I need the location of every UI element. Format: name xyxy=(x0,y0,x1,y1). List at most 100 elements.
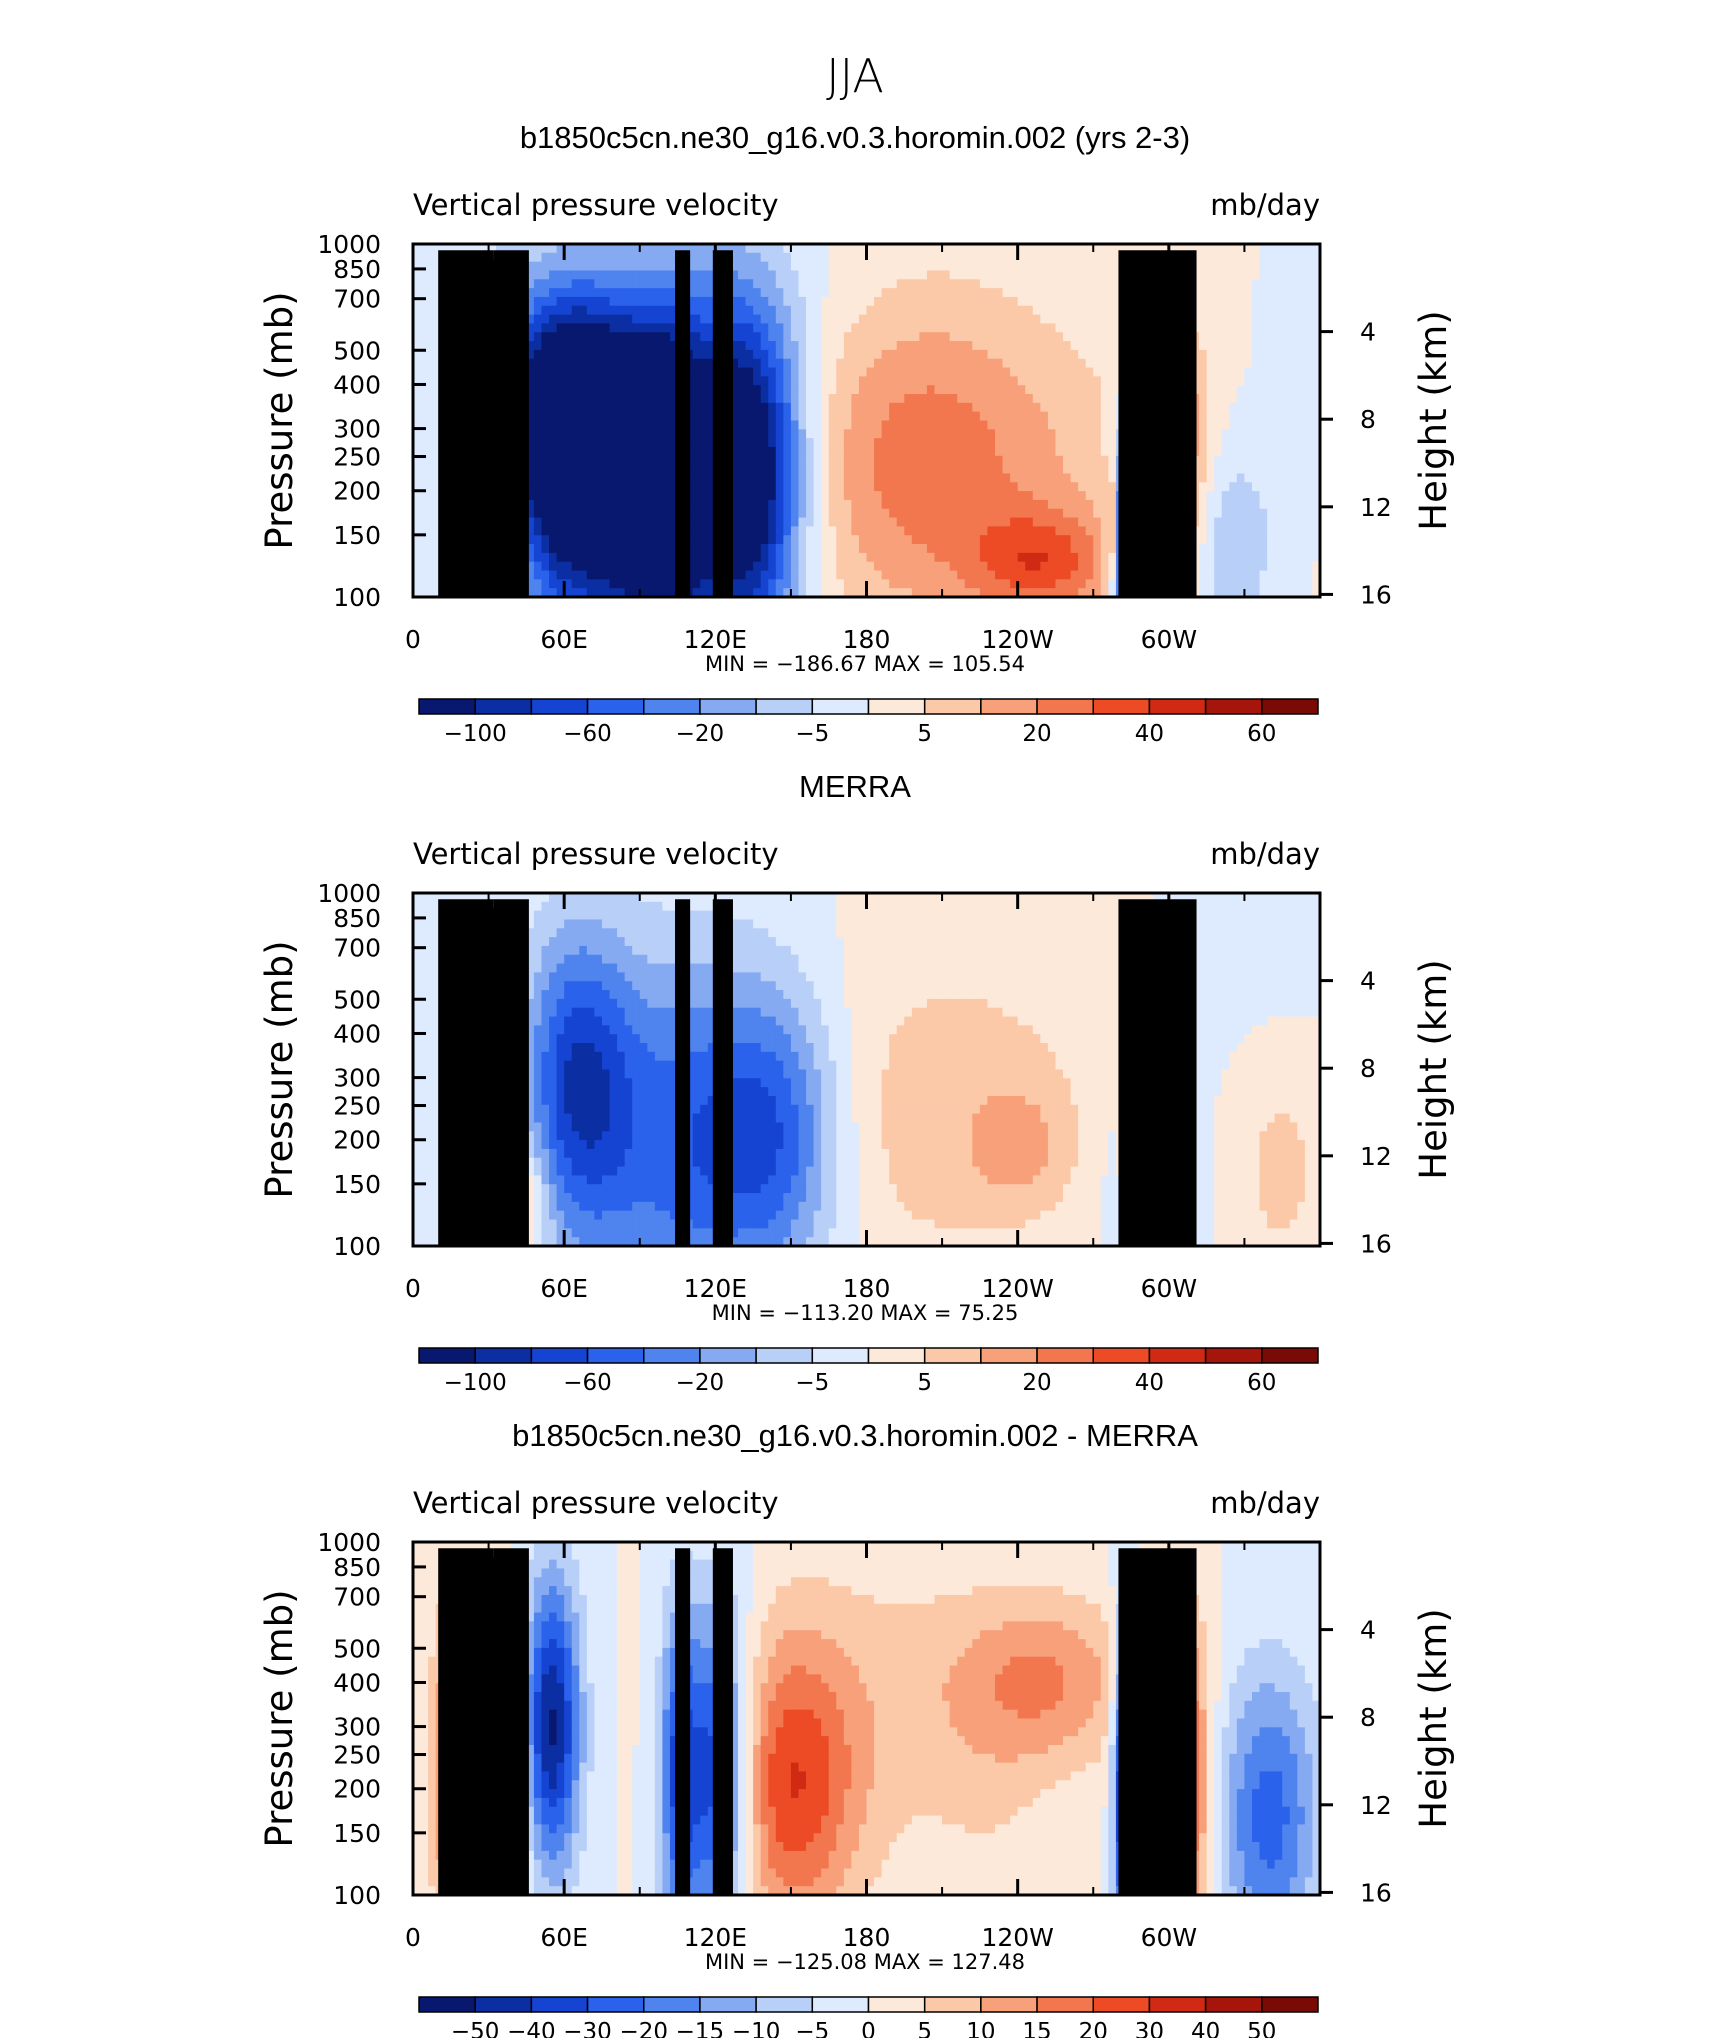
field-cell xyxy=(889,544,898,554)
field-cell xyxy=(738,305,747,316)
field-cell xyxy=(889,588,898,597)
field-cell xyxy=(632,491,641,501)
field-cell xyxy=(639,332,648,342)
field-cell xyxy=(889,288,898,298)
field-cell xyxy=(1040,535,1049,545)
field-cell xyxy=(1063,323,1072,333)
field-cell xyxy=(1282,332,1291,342)
field-cell xyxy=(972,464,981,475)
field-cell xyxy=(1108,376,1117,386)
field-cell xyxy=(1093,349,1102,360)
field-cell xyxy=(428,570,437,580)
field-cell xyxy=(526,305,535,316)
x-tick-label: 60W xyxy=(1141,625,1198,654)
field-cell xyxy=(1093,341,1102,351)
field-cell xyxy=(647,464,656,475)
field-cell xyxy=(866,341,875,351)
field-cell xyxy=(745,588,754,597)
field-cell xyxy=(526,341,535,351)
field-cell xyxy=(1251,367,1261,377)
field-cell xyxy=(843,508,852,519)
field-cell xyxy=(738,394,747,404)
field-cell xyxy=(972,323,981,333)
field-cell xyxy=(972,455,981,466)
field-cell xyxy=(413,358,422,369)
field-cell xyxy=(533,341,543,351)
field-cell xyxy=(571,544,580,554)
field-cell xyxy=(594,394,603,404)
field-cell xyxy=(662,438,671,448)
field-cell xyxy=(1236,544,1246,554)
field-cell xyxy=(677,244,686,254)
field-cell xyxy=(1055,455,1064,466)
field-cell xyxy=(413,314,422,325)
field-cell xyxy=(609,349,618,360)
field-cell xyxy=(942,252,951,263)
field-cell xyxy=(934,499,943,510)
field-cell xyxy=(624,446,633,457)
field-cell xyxy=(881,358,890,369)
field-cell xyxy=(413,508,422,519)
field-cell xyxy=(654,411,664,422)
field-cell xyxy=(617,296,626,307)
field-cell xyxy=(662,464,671,475)
field-cell xyxy=(1251,411,1261,422)
field-cell xyxy=(1047,446,1057,457)
field-cell xyxy=(1055,517,1064,527)
field-cell xyxy=(1078,429,1087,439)
field-cell xyxy=(738,332,747,342)
field-cell xyxy=(1251,420,1261,430)
field-cell xyxy=(1214,446,1223,457)
field-cell xyxy=(843,349,852,360)
field-cell xyxy=(1297,535,1306,545)
field-cell xyxy=(1206,252,1215,263)
field-cell xyxy=(858,305,868,316)
field-cell xyxy=(1297,323,1306,333)
field-cell xyxy=(813,464,822,475)
field-cell xyxy=(987,491,996,501)
field-cell xyxy=(526,499,535,510)
field-cell xyxy=(609,305,618,316)
field-cell xyxy=(601,438,611,448)
field-cell xyxy=(828,261,837,272)
field-cell xyxy=(851,296,860,307)
field-cell xyxy=(700,261,709,272)
field-cell xyxy=(609,332,618,342)
field-cell xyxy=(957,491,966,501)
field-cell xyxy=(934,305,943,316)
field-cell xyxy=(1282,473,1291,483)
field-cell xyxy=(428,244,437,254)
field-cell xyxy=(692,446,701,457)
field-cell xyxy=(564,367,573,377)
field-cell xyxy=(541,561,550,572)
field-cell xyxy=(783,579,792,589)
field-cell xyxy=(828,552,837,563)
field-cell xyxy=(768,270,777,280)
field-cell xyxy=(549,296,558,307)
field-cell xyxy=(858,394,868,404)
field-cell xyxy=(669,323,679,333)
field-cell xyxy=(579,455,588,466)
field-cell xyxy=(1282,270,1291,280)
field-cell xyxy=(1221,279,1230,289)
field-cell xyxy=(1244,332,1253,342)
field-cell xyxy=(1304,544,1314,554)
field-cell xyxy=(775,279,784,289)
field-cell xyxy=(753,517,762,527)
field-cell xyxy=(836,367,845,377)
field-cell xyxy=(828,394,837,404)
field-cell xyxy=(579,893,588,903)
field-cell xyxy=(526,429,535,439)
field-cell xyxy=(609,367,618,377)
field-cell xyxy=(904,517,913,527)
field-cell xyxy=(1199,517,1208,527)
field-cell xyxy=(813,499,822,510)
field-cell xyxy=(775,429,784,439)
field-cell xyxy=(654,385,664,395)
field-cell xyxy=(533,508,543,519)
y-tick-label: 100 xyxy=(333,583,381,612)
field-cell xyxy=(1229,446,1238,457)
field-cell xyxy=(1297,491,1306,501)
field-cell xyxy=(617,323,626,333)
field-cell xyxy=(692,332,701,342)
